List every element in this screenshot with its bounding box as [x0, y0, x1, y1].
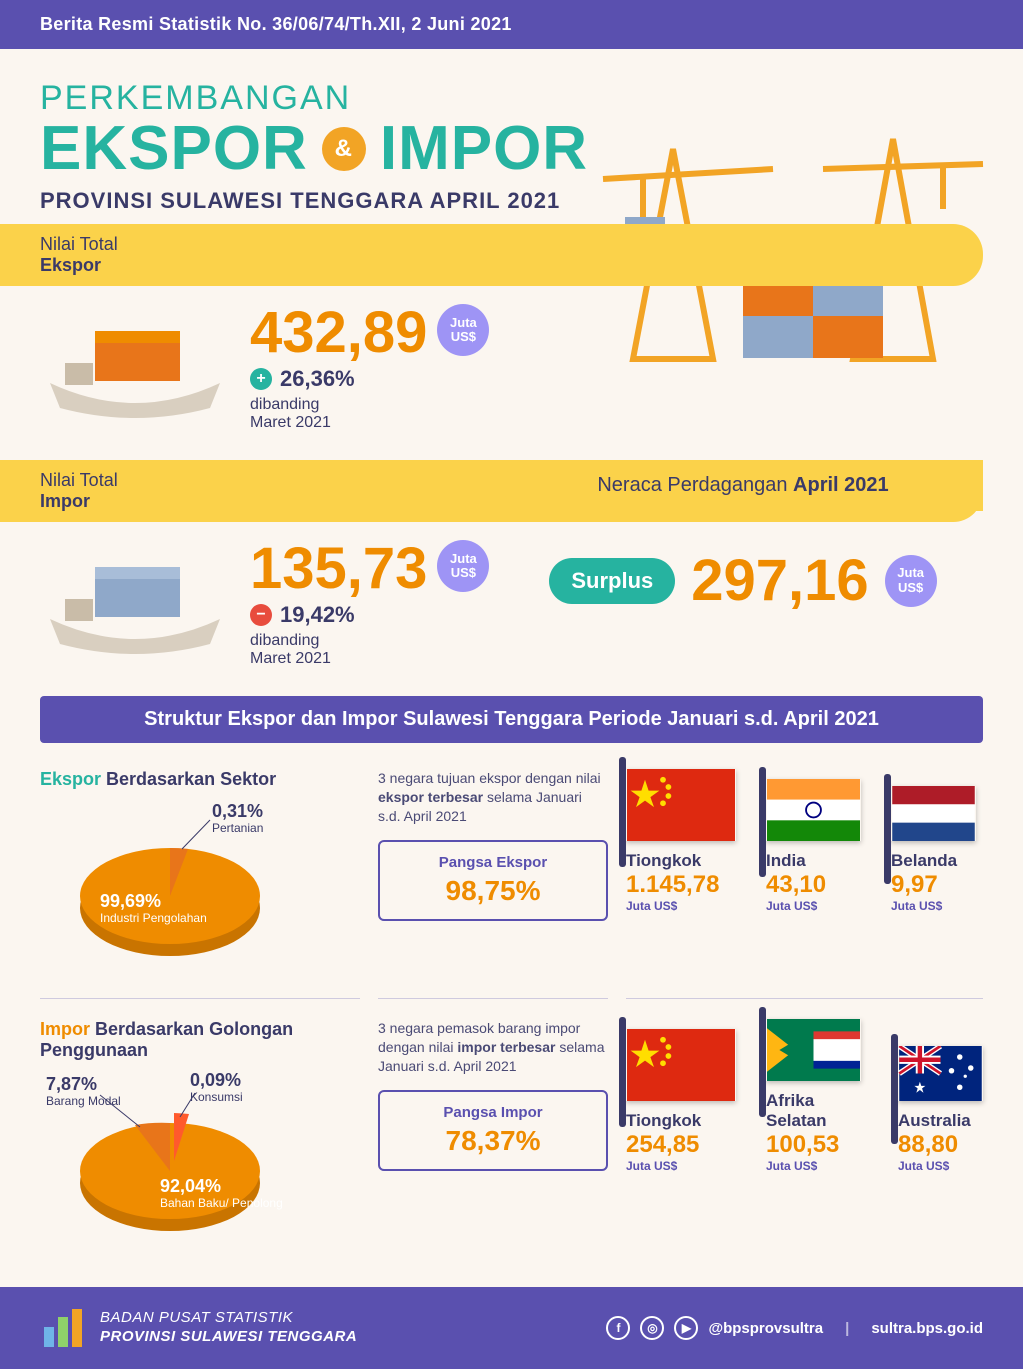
ekspor-label: Nilai Total Ekspor	[0, 224, 983, 286]
footer-social: f ◎ ▶ @bpsprovsultra | sultra.bps.go.id	[606, 1316, 983, 1340]
impor-label-pre: Nilai Total	[40, 470, 118, 490]
country-value: 1.145,78	[626, 871, 736, 899]
country-unit: Juta US$	[766, 1159, 868, 1173]
unit-bubble: Juta US$	[437, 304, 489, 356]
ekspor-label-pre: Nilai Total	[40, 234, 118, 254]
country-value: 254,85	[626, 1131, 736, 1159]
minus-icon: −	[250, 604, 272, 626]
impor-number: 135,73	[250, 540, 427, 598]
ship-ekspor-icon	[40, 313, 230, 423]
country-unit: Juta US$	[626, 899, 736, 913]
southafrica-flag-icon	[766, 1019, 861, 1081]
country-unit: Juta US$	[626, 1159, 736, 1173]
ekspor-flags: Tiongkok 1.145,78 Juta US$ India 43,10 J…	[626, 769, 983, 913]
title-ekspor: EKSPOR	[40, 118, 308, 180]
footer-org: BADAN PUSAT STATISTIK PROVINSI SULAWESI …	[40, 1305, 357, 1351]
unit-bubble: Juta US$	[437, 540, 489, 592]
country-name: Afrika Selatan	[766, 1091, 868, 1131]
ekspor-desc-text: 3 negara tujuan ekspor dengan nilai eksp…	[378, 769, 608, 826]
title-block: PERKEMBANGAN EKSPOR & IMPOR PROVINSI SUL…	[0, 49, 1023, 224]
china-flag-icon	[626, 1029, 736, 1101]
country-unit: Juta US$	[898, 1159, 983, 1173]
ampersand-icon: &	[322, 127, 366, 171]
ekspor-delta-pct: 26,36%	[280, 366, 355, 392]
impor-value: 135,73 Juta US$ − 19,42% dibanding Maret…	[250, 540, 489, 668]
instagram-icon: ◎	[640, 1316, 664, 1340]
ekspor-value: 432,89 Juta US$ + 26,36% dibanding Maret…	[250, 304, 489, 432]
bps-logo-icon	[40, 1305, 86, 1351]
impor-delta: − 19,42%	[250, 602, 489, 628]
footer-org-l2: PROVINSI SULAWESI TENGGARA	[100, 1328, 357, 1347]
ekspor-delta: + 26,36%	[250, 366, 489, 392]
footer-org-l1: BADAN PUSAT STATISTIK	[100, 1309, 357, 1328]
country-value: 43,10	[766, 871, 861, 899]
pie-impor-slice2: 7,87%Barang Modal	[46, 1075, 121, 1108]
impor-delta-pct: 19,42%	[280, 602, 355, 628]
ekspor-label-bold: Ekspor	[40, 255, 101, 275]
section-bar: Struktur Ekspor dan Impor Sulawesi Tengg…	[40, 696, 983, 743]
ekspor-impor-section: Nilai Total Ekspor 432,89 Juta US$ +	[0, 224, 1023, 668]
ekspor-row: Nilai Total Ekspor 432,89 Juta US$ +	[40, 224, 983, 432]
china-flag-icon	[626, 769, 736, 841]
neraca-block: Neraca Perdagangan April 2021 Surplus 29…	[503, 460, 983, 614]
country-name: Tiongkok	[626, 1111, 736, 1131]
infographic-page: Berita Resmi Statistik No. 36/06/74/Th.X…	[0, 0, 1023, 1369]
country-unit: Juta US$	[766, 899, 861, 913]
country-name: Belanda	[891, 851, 976, 871]
pangsa-impor-value: 78,37%	[394, 1125, 592, 1157]
facebook-icon: f	[606, 1316, 630, 1340]
country-value: 88,80	[898, 1131, 983, 1159]
netherlands-flag-icon	[891, 786, 976, 841]
india-flag-icon	[766, 779, 861, 841]
struktur-grid: Ekspor Berdasarkan Sektor 99,69%Industri…	[0, 743, 1023, 1277]
pangsa-ekspor-value: 98,75%	[394, 875, 592, 907]
country-value: 100,53	[766, 1131, 868, 1159]
country-name: India	[766, 851, 861, 871]
pie-impor-slice3: 0,09%Konsumsi	[190, 1071, 243, 1104]
flag-item-china: Tiongkok 1.145,78 Juta US$	[626, 769, 736, 913]
pie-impor-chart: 7,87%Barang Modal 0,09%Konsumsi 92,04%Ba…	[40, 1071, 300, 1251]
ekspor-desc-box: 3 negara tujuan ekspor dengan nilai eksp…	[378, 769, 608, 921]
country-name: Australia	[898, 1111, 983, 1131]
surplus-badge: Surplus	[549, 558, 675, 604]
flag-item-china: Tiongkok 254,85 Juta US$	[626, 1029, 736, 1173]
country-value: 9,97	[891, 871, 976, 899]
youtube-icon: ▶	[674, 1316, 698, 1340]
australia-flag-icon	[898, 1046, 983, 1101]
pie-ekspor-block: Ekspor Berdasarkan Sektor 99,69%Industri…	[40, 769, 360, 980]
ship-impor-icon	[40, 549, 230, 659]
pie-impor-block: Impor Berdasarkan Golongan Penggunaan 7,…	[40, 998, 360, 1251]
ekspor-number: 432,89	[250, 304, 427, 362]
flag-item-netherlands: Belanda 9,97 Juta US$	[891, 786, 976, 913]
country-unit: Juta US$	[891, 899, 976, 913]
impor-delta-text: dibanding Maret 2021	[250, 632, 489, 668]
pangsa-impor-box: Pangsa Impor 78,37%	[378, 1090, 608, 1171]
pie-ekspor-chart: 99,69%Industri Pengolahan 0,31%Pertanian	[40, 800, 300, 980]
plus-icon: +	[250, 368, 272, 390]
pie-impor-slice1: 92,04%Bahan Baku/ Penolong	[160, 1177, 283, 1210]
footer-sep: |	[845, 1320, 849, 1337]
impor-label-bold: Impor	[40, 491, 90, 511]
pangsa-ekspor-box: Pangsa Ekspor 98,75%	[378, 840, 608, 921]
flag-item-southafrica: Afrika Selatan 100,53 Juta US$	[766, 1019, 868, 1173]
flag-item-australia: Australia 88,80 Juta US$	[898, 1046, 983, 1173]
footer-handle: @bpsprovsultra	[708, 1320, 823, 1337]
unit-bubble: Juta US$	[885, 555, 937, 607]
header-bar: Berita Resmi Statistik No. 36/06/74/Th.X…	[0, 0, 1023, 49]
country-name: Tiongkok	[626, 851, 736, 871]
neraca-bar: Neraca Perdagangan April 2021	[503, 460, 983, 511]
surplus-value: 297,16	[691, 547, 868, 614]
pie-ekspor-slice2: 0,31%Pertanian	[212, 802, 263, 835]
flag-item-india: India 43,10 Juta US$	[766, 779, 861, 913]
footer-site: sultra.bps.go.id	[871, 1320, 983, 1337]
impor-desc-text: 3 negara pemasok barang impor dengan nil…	[378, 1019, 608, 1076]
title-impor: IMPOR	[380, 118, 588, 180]
impor-flags: Tiongkok 254,85 Juta US$ Afrika Selatan …	[626, 998, 983, 1173]
impor-row-wrap: Nilai Total Impor 135,73 Juta US$	[40, 460, 983, 668]
impor-desc-box: 3 negara pemasok barang impor dengan nil…	[378, 998, 608, 1171]
footer: BADAN PUSAT STATISTIK PROVINSI SULAWESI …	[0, 1287, 1023, 1369]
ekspor-delta-text: dibanding Maret 2021	[250, 396, 489, 432]
pie-ekspor-slice1: 99,69%Industri Pengolahan	[100, 892, 207, 925]
